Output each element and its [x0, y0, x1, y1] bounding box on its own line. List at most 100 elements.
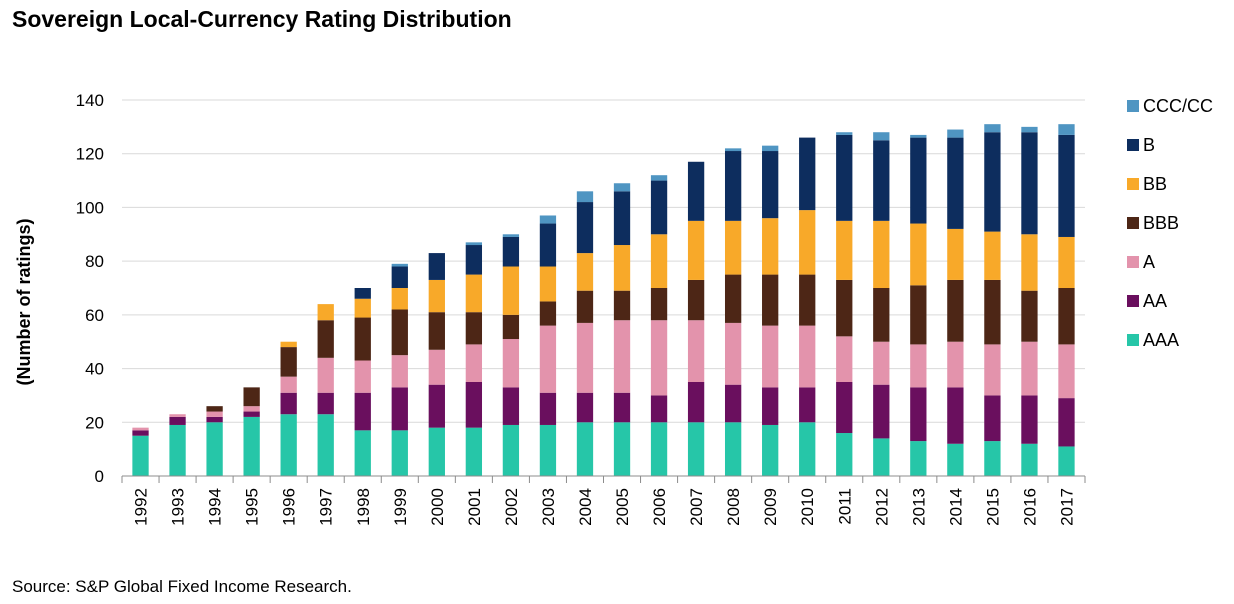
bar-segment-bb-2015 [984, 231, 1001, 280]
y-tick-label: 20 [85, 413, 104, 432]
y-axis-label: (Number of ratings) [14, 218, 34, 385]
bars [132, 124, 1075, 476]
bar-segment-aaa-1995 [243, 416, 260, 476]
source-note: Source: S&P Global Fixed Income Research… [12, 577, 352, 596]
axes [121, 475, 1086, 483]
bar-segment-aa-2017 [1058, 398, 1075, 447]
bar-segment-a-2006 [650, 320, 668, 396]
legend-swatch [1127, 139, 1139, 151]
x-tick-label: 2011 [835, 488, 854, 525]
x-tick-label: 2017 [1057, 488, 1076, 526]
bar-segment-ccc-cc-1999 [391, 263, 408, 267]
bar-segment-aaa-2011 [836, 433, 853, 476]
bar-segment-a-1997 [317, 357, 334, 393]
bar-segment-b-2011 [836, 134, 853, 221]
bar-segment-a-1993 [169, 414, 186, 417]
bar-segment-aa-1995 [243, 411, 260, 417]
bar-segment-a-2004 [576, 322, 594, 393]
bar-segment-aaa-2004 [576, 422, 594, 476]
bar-segment-aaa-2009 [762, 424, 779, 476]
bar-segment-ccc-cc-2003 [539, 215, 557, 224]
bar-segment-bbb-2006 [650, 288, 668, 321]
bar-segment-aaa-1993 [169, 424, 186, 476]
x-tick-label: 1994 [206, 488, 225, 526]
x-tick-label: 1995 [243, 488, 262, 526]
bar-segment-bbb-2002 [502, 314, 520, 340]
x-tick-label: 2001 [465, 488, 484, 526]
bar-segment-bb-2006 [650, 234, 668, 288]
bar-segment-aaa-1996 [280, 414, 297, 476]
bar-segment-a-2003 [539, 325, 557, 393]
bar-segment-ccc-cc-2012 [873, 132, 890, 141]
bar-segment-ccc-cc-2017 [1058, 124, 1075, 135]
bar-segment-bbb-1997 [317, 320, 334, 358]
x-tick-label: 2007 [687, 488, 706, 526]
bar-segment-a-1999 [391, 355, 408, 388]
bar-segment-b-2014 [947, 137, 964, 229]
bar-segment-b-2004 [576, 202, 594, 254]
bar-segment-bbb-2009 [762, 274, 779, 326]
y-tick-label: 60 [85, 306, 104, 325]
bar-segment-aaa-2017 [1058, 446, 1075, 476]
bar-segment-aa-2014 [947, 387, 964, 444]
bar-segment-aa-1998 [354, 392, 371, 431]
bar-segment-b-2001 [465, 245, 483, 275]
bar-segment-bb-2012 [873, 220, 890, 288]
bar-segment-aa-2009 [762, 387, 779, 425]
legend-swatch [1127, 178, 1139, 190]
bar-segment-aaa-1994 [206, 422, 223, 476]
legend-swatch [1127, 295, 1139, 307]
bar-segment-aaa-2006 [650, 422, 668, 476]
bar-segment-a-1994 [206, 411, 223, 417]
bar-segment-a-2001 [465, 344, 483, 382]
bar-segment-aaa-2012 [873, 438, 890, 476]
y-tick-label: 100 [76, 198, 104, 217]
bar-segment-bbb-2013 [910, 285, 927, 345]
legend-label: AA [1143, 291, 1167, 311]
legend-swatch [1127, 256, 1139, 268]
x-tick-label: 1996 [280, 488, 299, 526]
bar-segment-a-2007 [687, 320, 705, 382]
bar-segment-ccc-cc-2016 [1021, 126, 1038, 133]
bar-segment-aa-1996 [280, 392, 297, 415]
bar-segment-a-2011 [836, 336, 853, 382]
x-tick-label: 1999 [391, 488, 410, 526]
bar-segment-a-2015 [984, 344, 1001, 396]
bar-segment-b-2017 [1058, 134, 1075, 237]
y-tick-label: 0 [95, 467, 104, 486]
x-tick-label: 2014 [946, 488, 965, 526]
bar-segment-bbb-2010 [799, 274, 816, 326]
bar-segment-bbb-1996 [280, 347, 297, 377]
y-tick-labels: 0 20 40 60 80 100 120 140 [76, 91, 104, 486]
bar-segment-a-2013 [910, 344, 927, 388]
bar-segment-aa-2011 [836, 382, 853, 434]
bar-segment-bbb-2012 [873, 288, 890, 342]
bar-segment-aaa-2015 [984, 441, 1001, 476]
bar-segment-bbb-2007 [687, 279, 705, 321]
bar-segment-b-2016 [1021, 132, 1038, 235]
bar-segment-aa-1993 [169, 416, 186, 425]
bar-segment-bb-2013 [910, 223, 927, 286]
bar-segment-b-2015 [984, 132, 1001, 232]
bar-segment-aaa-2016 [1021, 443, 1038, 476]
y-tick-label: 140 [76, 91, 104, 110]
bar-segment-bb-1999 [391, 288, 408, 310]
bar-segment-ccc-cc-2014 [947, 129, 964, 138]
legend-label: B [1143, 135, 1155, 155]
bar-segment-ccc-cc-2004 [576, 191, 594, 203]
bar-segment-a-2016 [1021, 341, 1038, 396]
bar-segment-bbb-2001 [465, 312, 483, 345]
bar-segment-bbb-1999 [391, 309, 408, 356]
bar-segment-aa-2004 [576, 392, 594, 423]
bar-segment-bb-2017 [1058, 236, 1075, 288]
bar-segment-aa-1994 [206, 416, 223, 423]
bar-segment-bb-1996 [280, 341, 297, 348]
x-tick-label: 2012 [872, 488, 891, 526]
bar-segment-a-1996 [280, 376, 297, 393]
bar-segment-b-2012 [873, 140, 890, 221]
bar-segment-aaa-2000 [428, 427, 445, 476]
bar-segment-a-2000 [428, 349, 445, 385]
bar-segment-aaa-2013 [910, 441, 927, 476]
bar-segment-aa-2006 [650, 395, 668, 423]
